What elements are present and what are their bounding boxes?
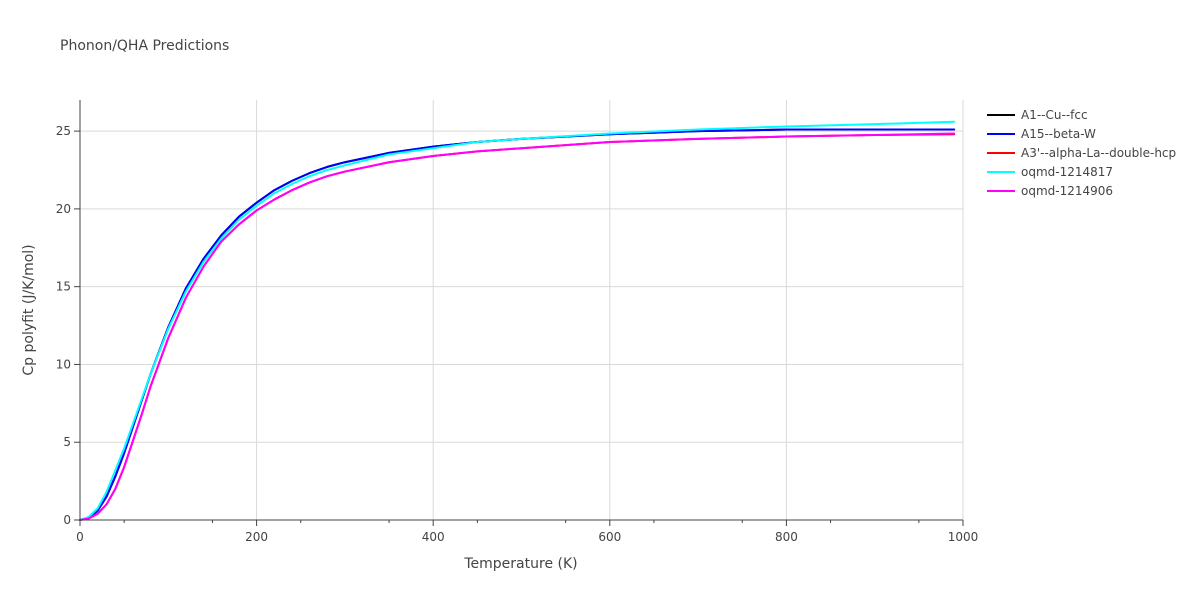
legend-label: A15--beta-W bbox=[1021, 127, 1096, 141]
legend-item[interactable]: A3'--alpha-La--double-hcp bbox=[987, 146, 1176, 160]
x-tick-label: 200 bbox=[245, 530, 268, 544]
series-line-A3'--alpha-La--double-hcp bbox=[79, 133, 956, 521]
y-axis-title: Cp polyfit (J/K/mol) bbox=[21, 244, 37, 375]
legend-label: A3'--alpha-La--double-hcp bbox=[1021, 146, 1176, 160]
x-tick-label: 1000 bbox=[948, 530, 979, 544]
x-tick-label: 600 bbox=[598, 530, 621, 544]
series-line-oqmd-1214906 bbox=[79, 132, 956, 521]
x-tick-label: 400 bbox=[422, 530, 445, 544]
legend-label: oqmd-1214817 bbox=[1021, 165, 1113, 179]
plot-area bbox=[79, 120, 956, 521]
y-tick-label: 10 bbox=[56, 357, 71, 371]
x-tick-label: 800 bbox=[775, 530, 798, 544]
axes bbox=[74, 100, 964, 526]
legend-label: oqmd-1214906 bbox=[1021, 184, 1113, 198]
y-tick-label: 25 bbox=[56, 124, 71, 138]
legend-item[interactable]: A15--beta-W bbox=[987, 127, 1096, 141]
grid bbox=[80, 100, 964, 520]
y-tick-label: 15 bbox=[56, 280, 71, 294]
y-tick-label: 20 bbox=[56, 202, 71, 216]
series-line-A15--beta-W bbox=[79, 128, 956, 521]
x-tick-label: 0 bbox=[76, 530, 84, 544]
legend-label: A1--Cu--fcc bbox=[1021, 108, 1088, 122]
legend[interactable]: A1--Cu--fcc A15--beta-W A3'--alpha-La--dou… bbox=[987, 108, 1176, 198]
x-axis-title: Temperature (K) bbox=[463, 556, 577, 572]
y-tick-label: 5 bbox=[63, 435, 71, 449]
series-line-A1--Cu--fcc bbox=[79, 128, 956, 521]
legend-item[interactable]: oqmd-1214817 bbox=[987, 165, 1113, 179]
legend-item[interactable]: oqmd-1214906 bbox=[987, 184, 1113, 198]
series-line-oqmd-1214817 bbox=[79, 120, 956, 521]
y-tick-label: 0 bbox=[63, 513, 71, 527]
chart-title: Phonon/QHA Predictions bbox=[60, 38, 229, 54]
tick-labels: 0 200 400 600 800 1000 0 5 10 15 20 25 bbox=[56, 124, 979, 544]
legend-item[interactable]: A1--Cu--fcc bbox=[987, 108, 1088, 122]
